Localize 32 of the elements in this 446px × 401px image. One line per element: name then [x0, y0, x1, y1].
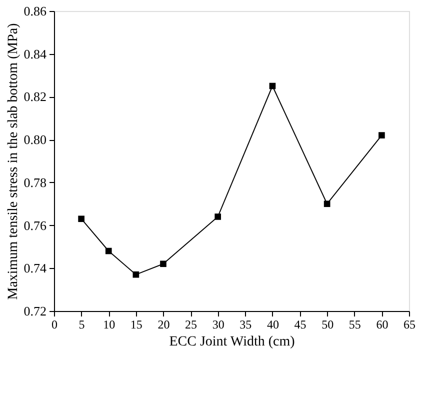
point [132, 271, 140, 278]
x-tick-label: 35 [240, 318, 252, 332]
x-tick-label: 10 [103, 318, 116, 332]
point [324, 200, 330, 208]
x-tick-label: 5 [78, 318, 85, 332]
x-tick-label: 50 [322, 318, 334, 332]
x-tick-label: 0 [52, 318, 58, 332]
x-tick-label: 30 [212, 318, 224, 332]
x-tick-label: 60 [376, 318, 388, 332]
x-tick-label: 40 [266, 318, 279, 332]
y-tick-label: 0.72 [24, 304, 46, 318]
y-tick-label: 0.82 [24, 89, 46, 104]
point [269, 82, 276, 90]
x-tick-label: 25 [185, 318, 198, 332]
x-tick-label: 45 [294, 318, 306, 332]
y-tick-label: 0.84 [24, 46, 47, 62]
y-axis-title: Maximum tensile stress in the slab bottom (MPa) [6, 22, 21, 300]
y-tick-label: 0.86 [24, 4, 47, 18]
x-tick-label: 20 [158, 318, 170, 332]
point [78, 216, 84, 222]
x-tick-label: 15 [130, 318, 142, 332]
x-tick-label: 65 [404, 318, 416, 332]
point [378, 132, 385, 138]
y-tick-label: 0.76 [24, 218, 47, 233]
point [160, 260, 166, 268]
point [214, 214, 222, 220]
point [105, 248, 112, 254]
y-tick-label: 0.80 [24, 132, 46, 148]
y-tick-label: 0.74 [24, 260, 47, 276]
x-axis-title: ECC Joint Width (cm) [169, 334, 296, 350]
y-tick-label: 0.78 [24, 174, 46, 190]
x-tick-label: 55 [348, 318, 361, 332]
